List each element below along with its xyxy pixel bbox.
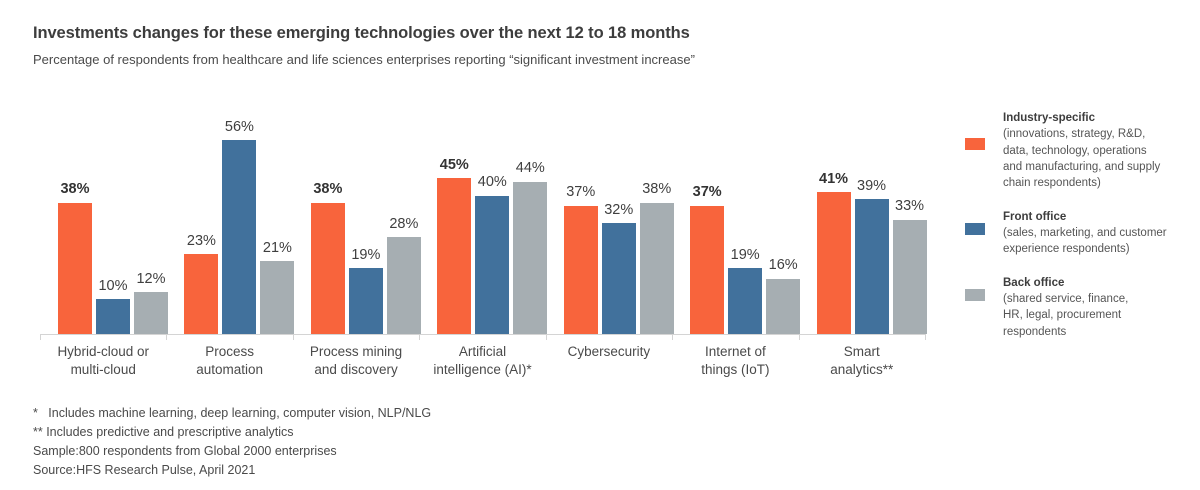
footnote-line: Source:HFS Research Pulse, April 2021 <box>33 463 256 477</box>
axis-tick <box>672 334 674 340</box>
bar[interactable] <box>386 237 421 334</box>
axis-tick <box>925 334 926 340</box>
bar[interactable] <box>728 268 763 334</box>
bar-value-label: 38% <box>642 181 672 198</box>
bar-value-label: 10% <box>98 277 128 294</box>
x-axis-label: Process automation <box>196 344 264 378</box>
bar[interactable] <box>854 199 889 334</box>
x-axis-label: Artificial intelligence (AI)* <box>433 344 532 378</box>
legend-item-title: Front office <box>1003 210 1067 223</box>
legend-item-title: Industry-specific <box>1003 112 1096 124</box>
bar-value-label: 16% <box>768 257 798 274</box>
bar-value-label: 38% <box>60 181 90 198</box>
bar[interactable] <box>639 202 674 334</box>
bar-value-label: 39% <box>857 177 887 194</box>
bar-group: 45% 40% 44% <box>437 90 548 334</box>
bar[interactable] <box>690 205 725 334</box>
bar-value-label: 23% <box>186 232 216 249</box>
legend-item[interactable]: Back office (shared service, finance, HR,… <box>965 275 1190 340</box>
legend-swatch-industry-specific <box>965 138 985 150</box>
bar[interactable] <box>475 195 510 334</box>
bar-value-label: 44% <box>515 160 545 177</box>
bar-value-label: 37% <box>692 184 722 201</box>
bar-value-label: 41% <box>819 170 849 187</box>
x-axis-line <box>40 334 925 335</box>
legend-item-description: (innovations, strategy, R&D, data, techn… <box>1003 128 1161 190</box>
chart-legend: Industry-specific (innovations, strategy,… <box>965 110 1190 357</box>
bar[interactable] <box>134 292 168 334</box>
bar[interactable] <box>437 178 472 334</box>
x-axis-label: Internet of things (IoT) <box>701 344 770 378</box>
bar[interactable] <box>892 219 927 334</box>
bar-group: 37% 19% 16% <box>690 90 801 334</box>
chart-subtitle: Percentage of respondents from healthcar… <box>33 52 695 67</box>
bar-group: 37% 32% 38% <box>563 90 674 334</box>
legend-item[interactable]: Front office (sales, marketing, and custo… <box>965 209 1190 258</box>
footnote-line: Sample:800 respondents from Global 2000 … <box>33 444 337 458</box>
bar[interactable] <box>96 299 130 334</box>
bar[interactable] <box>766 278 801 334</box>
legend-text: Back office (shared service, finance, HR,… <box>1003 275 1190 340</box>
legend-swatch-front-office <box>965 222 985 235</box>
x-axis-label: Process mining and discovery <box>309 344 403 378</box>
bar[interactable] <box>513 181 548 334</box>
legend-text: Front office (sales, marketing, and custo… <box>1003 209 1190 258</box>
legend-item[interactable]: Industry-specific (innovations, strategy,… <box>965 110 1190 192</box>
footnote-line: * Includes machine learning, deep learni… <box>33 406 432 420</box>
bar[interactable] <box>348 268 383 334</box>
bar[interactable] <box>260 261 295 334</box>
chart-title: Investments changes for these emerging t… <box>33 24 690 42</box>
bar-group: 23% 56% 21% <box>184 90 295 334</box>
bar[interactable] <box>184 254 219 334</box>
bar-value-label: 45% <box>439 156 469 173</box>
bar[interactable] <box>563 205 598 334</box>
x-axis-label: Cybersecurity <box>567 344 651 359</box>
bar-value-label: 12% <box>136 270 166 287</box>
bar-group: 38% 19% 28% <box>310 90 421 334</box>
bar[interactable] <box>601 223 636 334</box>
axis-tick <box>798 334 800 340</box>
axis-tick <box>419 334 421 340</box>
x-axis-label: Hybrid-cloud or multi-cloud <box>57 344 149 378</box>
bar-value-label: 28% <box>389 215 419 232</box>
legend-text: Industry-specific (innovations, strategy,… <box>1003 110 1190 192</box>
bar-value-label: 37% <box>566 184 596 201</box>
bar[interactable] <box>310 202 345 334</box>
legend-swatch-back-office <box>965 288 985 301</box>
bar-value-label: 19% <box>730 246 760 263</box>
bar-group: 38% 10% 12% <box>58 90 168 334</box>
bar[interactable] <box>222 140 257 334</box>
legend-item-description: (shared service, finance, HR, legal, pro… <box>1003 292 1129 338</box>
bar-value-label: 33% <box>895 198 925 215</box>
bar-value-label: 21% <box>262 239 292 256</box>
x-axis-label: Smart analytics** <box>830 344 894 378</box>
bar-value-label: 32% <box>604 201 634 218</box>
axis-tick <box>545 334 547 340</box>
bar-value-label: 40% <box>477 174 507 191</box>
chart-plot-area: 38% 10% 12% 23% 56% 21% 38% 19% 28% 45% 40% 44% 37% 3… <box>40 90 927 340</box>
bar-value-label: 38% <box>313 181 343 198</box>
bar[interactable] <box>58 202 92 334</box>
axis-tick <box>292 334 294 340</box>
bar-value-label: 19% <box>351 246 381 263</box>
legend-item-title: Back office <box>1003 276 1065 289</box>
bar-value-label: 56% <box>224 118 254 135</box>
chart-footnotes: * Includes machine learning, deep learni… <box>33 404 431 480</box>
legend-item-description: (sales, marketing, and customer experien… <box>1003 226 1167 256</box>
axis-tick <box>40 334 41 340</box>
axis-tick <box>166 334 168 340</box>
footnote-line: ** Includes predictive and prescriptive … <box>33 425 294 439</box>
bar-group: 41% 39% 33% <box>816 90 927 334</box>
bar[interactable] <box>816 192 851 334</box>
